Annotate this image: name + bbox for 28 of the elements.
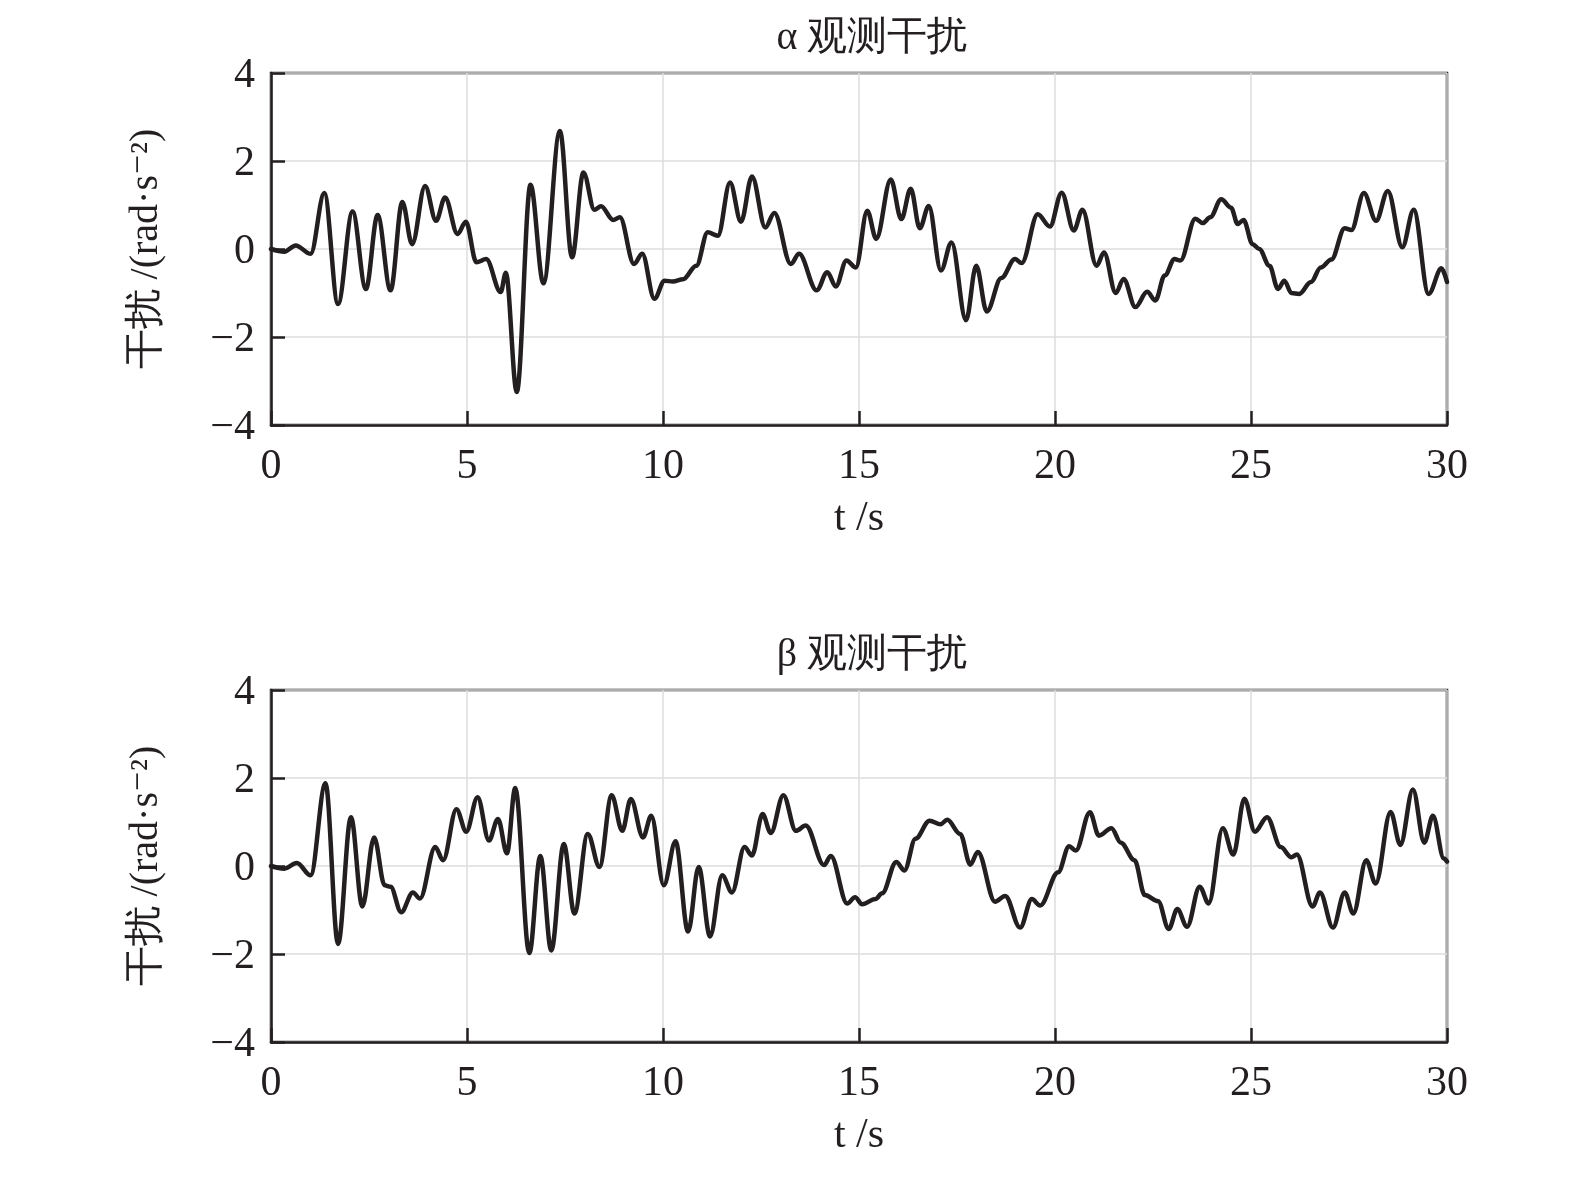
- y-tick-label: −2: [210, 314, 255, 360]
- y-tick-label: 0: [234, 843, 255, 889]
- x-tick-label: 30: [1426, 1058, 1468, 1104]
- x-tick-label: 10: [642, 1058, 684, 1104]
- chart-title: α 观测干扰: [776, 12, 968, 58]
- x-tick-label: 10: [642, 441, 684, 487]
- y-tick-label: 4: [234, 50, 255, 96]
- y-tick-label: −4: [210, 402, 255, 448]
- x-tick-label: 5: [456, 441, 478, 487]
- y-tick-label: 2: [234, 755, 255, 801]
- x-tick-label: 15: [838, 441, 880, 487]
- y-tick-label: 0: [234, 226, 255, 272]
- x-tick-label: 5: [456, 1058, 478, 1104]
- y-axis-title: 干扰 /(rad·s⁻²): [120, 745, 166, 987]
- x-tick-label: 30: [1426, 441, 1468, 487]
- y-tick-label: 4: [234, 667, 255, 713]
- x-tick-label: 25: [1230, 441, 1272, 487]
- chart-title: β 观测干扰: [776, 629, 968, 675]
- x-axis-title: t /s: [833, 493, 885, 539]
- x-tick-label: 20: [1034, 1058, 1076, 1104]
- x-tick-label: 20: [1034, 441, 1076, 487]
- y-tick-label: −2: [210, 931, 255, 977]
- x-tick-label: 25: [1230, 1058, 1272, 1104]
- y-tick-label: 2: [234, 138, 255, 184]
- y-axis-title: 干扰 /(rad·s⁻²): [120, 128, 166, 370]
- x-axis-title: t /s: [833, 1110, 885, 1156]
- x-tick-label: 15: [838, 1058, 880, 1104]
- y-tick-label: −4: [210, 1019, 255, 1065]
